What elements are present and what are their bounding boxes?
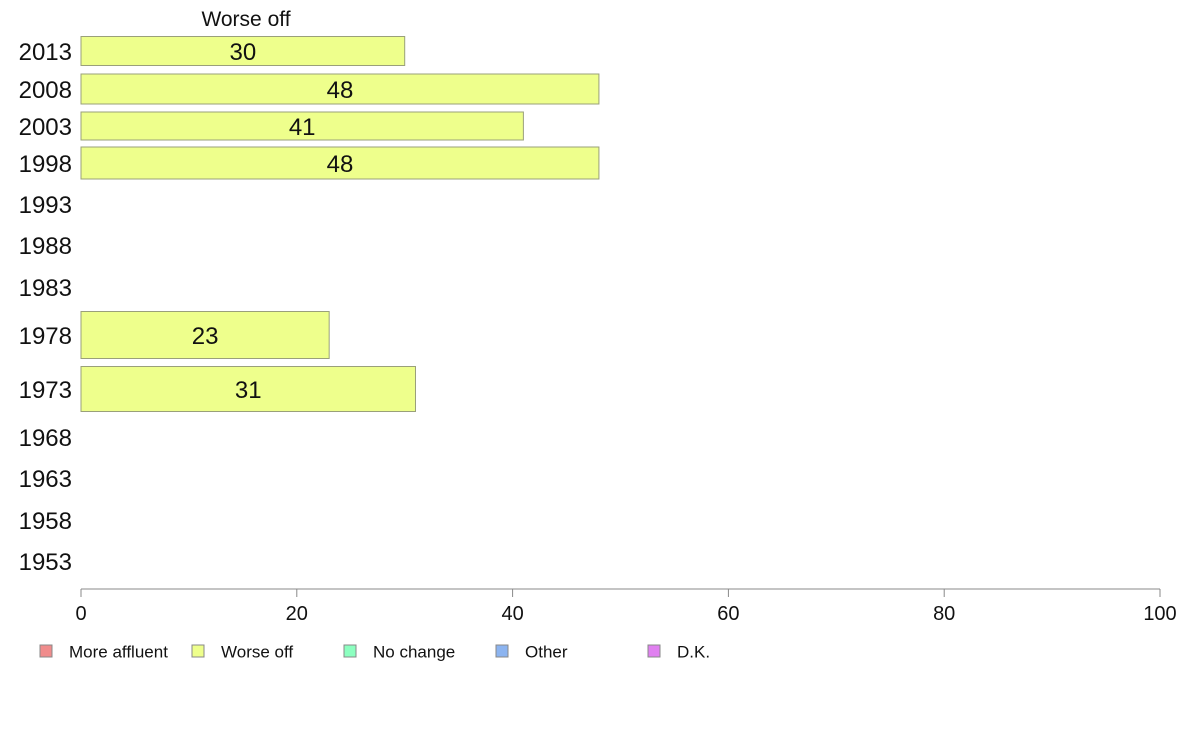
- bar-value-label: 48: [327, 151, 354, 178]
- legend-label: More affluent: [69, 643, 168, 662]
- x-axis: 0 20 40 60 80 100: [75, 588, 1177, 625]
- bar: [80, 73, 600, 105]
- legend-label: D.K.: [677, 643, 710, 662]
- bar-value-label: 30: [229, 39, 256, 66]
- legend-swatch: [191, 644, 205, 658]
- bar-value-label: 31: [235, 377, 262, 404]
- bar: [80, 36, 406, 66]
- bar-value-label: 48: [327, 77, 354, 104]
- x-tick-label: 40: [501, 603, 523, 625]
- x-tick-label: 0: [75, 603, 86, 625]
- bars-layer: 30 48 41 48 23 31: [80, 36, 600, 412]
- year-label: 2003: [19, 114, 72, 141]
- year-labels: 2013 2008 2003 1998 1993 1988 1983 1978 1973 1968…: [19, 39, 72, 576]
- x-tick-label: 60: [717, 603, 739, 625]
- column-header: Worse off: [201, 8, 290, 31]
- bar-value-label: 41: [289, 114, 316, 141]
- year-label: 1988: [19, 233, 72, 260]
- year-label: 1973: [19, 377, 72, 404]
- x-tick-label: 20: [286, 603, 308, 625]
- bar-value-label: 23: [192, 323, 219, 350]
- legend-swatch: [495, 644, 509, 658]
- year-label: 1968: [19, 425, 72, 452]
- legend-label: No change: [373, 643, 455, 662]
- legend-swatch: [343, 644, 357, 658]
- bar: [80, 146, 600, 180]
- legend-swatch: [39, 644, 53, 658]
- year-label: 1998: [19, 151, 72, 178]
- year-label: 2008: [19, 77, 72, 104]
- year-label: 1978: [19, 323, 72, 350]
- legend-swatch: [647, 644, 661, 658]
- legend-label: Other: [525, 643, 568, 662]
- year-label: 2013: [19, 39, 72, 66]
- year-label: 1993: [19, 192, 72, 219]
- x-tick-label: 100: [1143, 603, 1176, 625]
- bar: [80, 111, 524, 141]
- year-label: 1953: [19, 549, 72, 576]
- legend-label: Worse off: [221, 643, 293, 662]
- x-tick-label: 80: [933, 603, 955, 625]
- bar: [80, 366, 416, 412]
- year-label: 1963: [19, 466, 72, 493]
- legend: More affluent Worse off No change Other D.K.: [39, 643, 710, 662]
- year-label: 1983: [19, 275, 72, 302]
- year-label: 1958: [19, 508, 72, 535]
- bar: [80, 311, 330, 359]
